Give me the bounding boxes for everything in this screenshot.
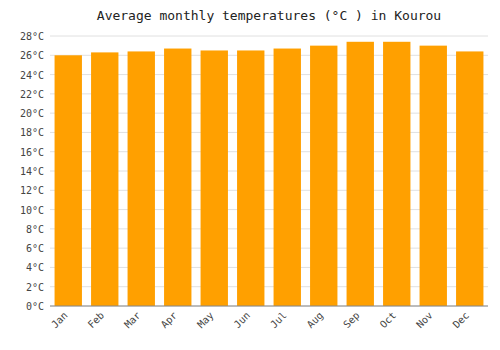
- x-tick-label: Nov: [414, 310, 435, 331]
- x-tick-label: Jul: [268, 310, 289, 331]
- x-tick-label: May: [195, 310, 216, 331]
- x-axis-line: [50, 306, 488, 307]
- bar: [237, 50, 264, 306]
- y-tick-label: 26°C: [20, 50, 44, 61]
- bar: [201, 50, 228, 306]
- bar: [420, 46, 447, 306]
- x-tick-label: Oct: [378, 310, 399, 331]
- bar: [274, 49, 301, 306]
- y-axis: 0°C 2°C 4°C 6°C 8°C 10°C 12°C 14°C 16°C 18°C 20°C 2…: [20, 31, 488, 312]
- grid-line: [50, 306, 488, 307]
- bar: [128, 51, 155, 306]
- y-tick-label: 10°C: [20, 205, 44, 216]
- y-tick-label: 28°C: [20, 31, 44, 42]
- x-tick-label: Aug: [305, 310, 326, 331]
- chart-svg: Average monthly temperatures (°C ) in Ko…: [0, 0, 500, 350]
- bar: [347, 42, 374, 306]
- y-tick-label: 12°C: [20, 185, 44, 196]
- y-tick-label: 14°C: [20, 166, 44, 177]
- y-tick-label: 6°C: [26, 243, 44, 254]
- grid-line: [50, 36, 488, 37]
- bar: [91, 52, 118, 306]
- y-tick-label: 18°C: [20, 127, 44, 138]
- y-tick-label: 2°C: [26, 282, 44, 293]
- x-tick-label: Feb: [86, 310, 107, 331]
- title: Average monthly temperatures (°C ) in Ko…: [97, 8, 441, 23]
- y-tick-label: 22°C: [20, 89, 44, 100]
- y-tick-label: 24°C: [20, 70, 44, 81]
- x-tick-label: Mar: [122, 310, 143, 331]
- y-tick-label: 0°C: [26, 301, 44, 312]
- y-tick-label: 4°C: [26, 262, 44, 273]
- x-tick-label: Jun: [232, 310, 253, 331]
- bars: [55, 42, 484, 306]
- x-axis: Jan Feb Mar Apr May Jun Jul Aug Sep Oct Nov Dec: [49, 310, 471, 331]
- y-tick-label: 20°C: [20, 108, 44, 119]
- x-tick-label: Sep: [341, 310, 362, 331]
- x-tick-label: Jan: [49, 310, 70, 331]
- bar: [310, 46, 337, 306]
- x-tick-label: Apr: [159, 310, 180, 331]
- x-tick-label: Dec: [451, 310, 472, 331]
- bar: [164, 49, 191, 306]
- y-tick-label: 16°C: [20, 147, 44, 158]
- bar: [383, 42, 410, 306]
- bar: [456, 51, 483, 306]
- chart-container: Average monthly temperatures (°C ) in Ko…: [0, 0, 500, 350]
- bar: [55, 55, 82, 306]
- y-tick-label: 8°C: [26, 224, 44, 235]
